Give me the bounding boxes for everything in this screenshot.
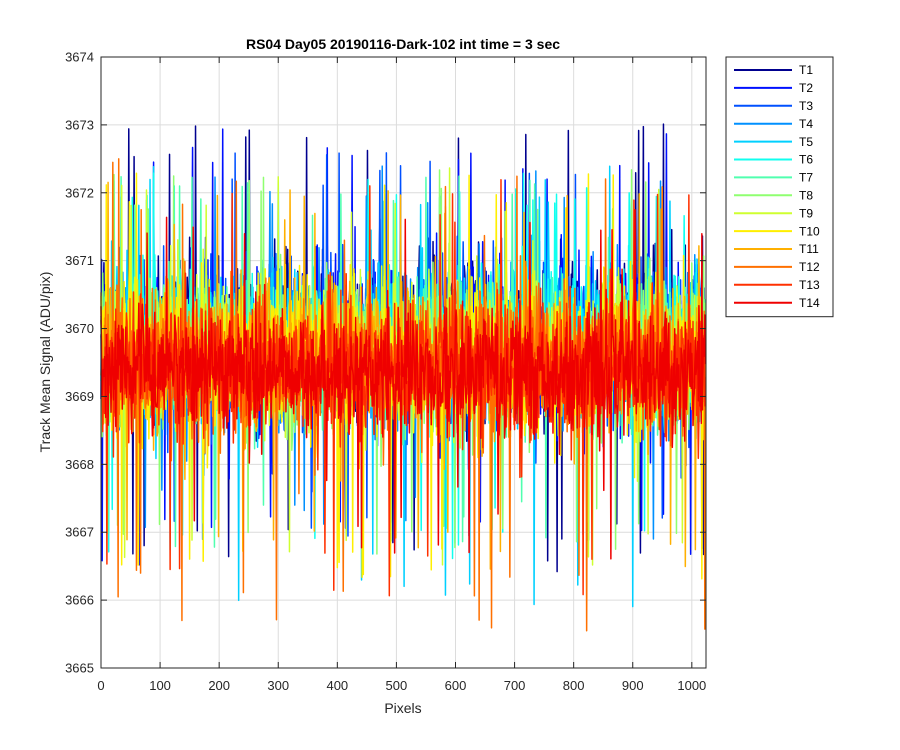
x-tick-label: 800 (563, 678, 585, 693)
legend-label-t11: T11 (799, 242, 819, 256)
legend-label-t1: T1 (799, 63, 813, 77)
x-tick-label: 900 (622, 678, 644, 693)
legend-label-t12: T12 (799, 260, 820, 274)
x-tick-label: 500 (386, 678, 408, 693)
y-tick-label: 3668 (65, 457, 94, 472)
y-tick-label: 3666 (65, 593, 94, 608)
x-axis-title: Pixels (384, 700, 421, 716)
x-tick-label: 300 (267, 678, 289, 693)
x-tick-label: 100 (149, 678, 171, 693)
y-tick-label: 3672 (65, 185, 94, 200)
legend-label-t6: T6 (799, 153, 813, 167)
x-tick-label: 1000 (677, 678, 706, 693)
legend: T1 T2 T3 T4 T5 T6 T7 T8 T9 T10 T11 T12 T13 T14 (725, 56, 834, 318)
legend-label-t10: T10 (799, 224, 820, 238)
plot-frame (100, 56, 707, 669)
y-tick-label: 3670 (65, 321, 94, 336)
y-axis-title: Track Mean Signal (ADU/pix) (37, 272, 53, 453)
legend-box (725, 56, 834, 318)
x-tick-label: 600 (445, 678, 467, 693)
y-tick-label: 3665 (65, 661, 94, 676)
y-tick-label: 3674 (65, 50, 94, 65)
x-tick-label: 700 (504, 678, 526, 693)
legend-label-t9: T9 (799, 206, 813, 220)
y-tick-label: 3673 (65, 117, 94, 132)
legend-label-t4: T4 (799, 117, 813, 131)
series-line-t14 (100, 209, 707, 560)
y-tick-label: 3671 (65, 253, 94, 268)
legend-label-t13: T13 (799, 278, 820, 292)
x-tick-label: 200 (208, 678, 230, 693)
series-lines (100, 123, 707, 632)
y-tick-label: 3667 (65, 525, 94, 540)
x-tick-label: 0 (97, 678, 104, 693)
legend-label-t3: T3 (799, 99, 813, 113)
x-tick-label: 400 (326, 678, 348, 693)
legend-label-t14: T14 (799, 296, 820, 310)
legend-label-t5: T5 (799, 135, 813, 149)
chart-title: RS04 Day05 20190116-Dark-102 int time = … (246, 36, 560, 52)
y-tick-label: 3669 (65, 389, 94, 404)
legend-label-t2: T2 (799, 81, 813, 95)
legend-label-t7: T7 (799, 171, 813, 185)
legend-label-t8: T8 (799, 189, 813, 203)
axis-ticks: 0 100 200 300 400 500 600 700 800 900 1000 3665 3666… (65, 50, 706, 694)
